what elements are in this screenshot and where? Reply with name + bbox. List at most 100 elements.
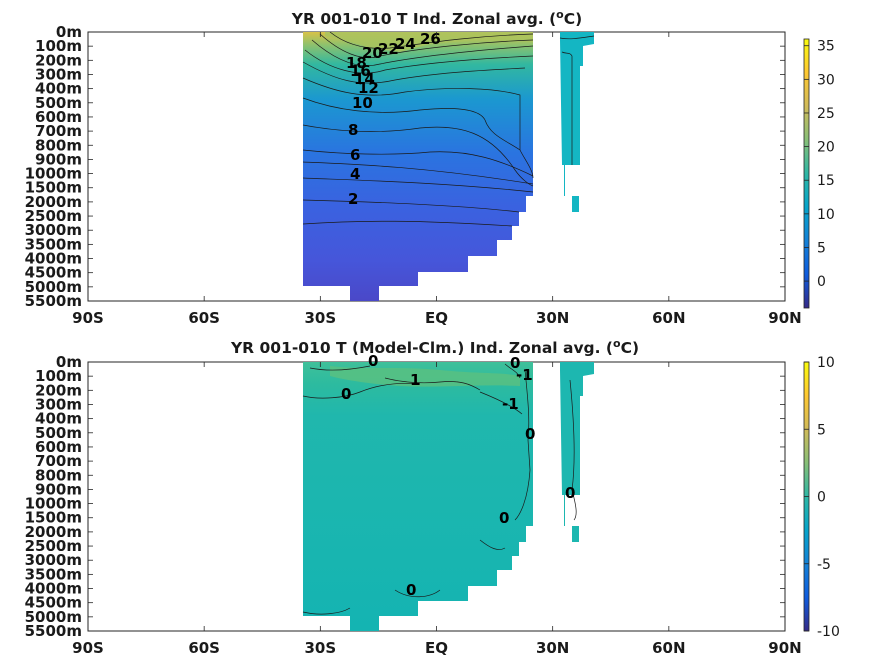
contour-lines-1 <box>302 31 595 227</box>
y-tick-label: 200m <box>35 381 82 399</box>
y-tick-label: 5000m <box>25 608 82 626</box>
contour-label: -1 <box>502 395 519 413</box>
colorbar-tick-label: 35 <box>817 39 835 55</box>
y-tick-label: 2500m <box>25 537 82 555</box>
y-tick-label: 700m <box>35 122 82 140</box>
x-tick-label: 30S <box>304 639 336 656</box>
y-tick-label: 400m <box>35 410 82 428</box>
colorbar-tick-label: 0 <box>817 490 826 506</box>
panel-temperature: YR 001-010 T Ind. Zonal avg. (oC) 2 <box>25 8 835 327</box>
contour-label: 0 <box>368 352 378 370</box>
colorbar-tick-label: 30 <box>817 72 835 88</box>
contour-label: 6 <box>350 146 360 164</box>
x-tick-label: 60S <box>188 639 220 656</box>
y-tick-label: 3500m <box>25 235 82 253</box>
y-tick-label: 800m <box>35 136 82 154</box>
chart-title-1-main: YR 001-010 T Ind. Zonal avg. ( <box>291 10 556 28</box>
y-tick-label: 5000m <box>25 278 82 296</box>
y-tick-label: 2000m <box>25 523 82 541</box>
y-tick-label: 3000m <box>25 221 82 239</box>
ocean-field-2-north <box>560 362 594 542</box>
y-tick-label: 400m <box>35 80 82 98</box>
contour-label: 0 <box>525 425 535 443</box>
y-tick-label: 600m <box>35 438 82 456</box>
contour-labels-2: 0 0 -1 1 -1 0 0 0 0 0 <box>341 352 575 599</box>
colorbar-tick-label: 20 <box>817 140 835 156</box>
chart-title-2-main: YR 001-010 T (Model-Clm.) Ind. Zonal avg… <box>230 339 613 357</box>
chart-title-2: YR 001-010 T (Model-Clm.) Ind. Zonal avg… <box>230 337 639 357</box>
x-tick-label: 90S <box>72 309 104 327</box>
contour-label: 16 <box>350 62 371 80</box>
y-tick-label: 0m <box>56 353 82 371</box>
contour-lines-2 <box>302 363 577 615</box>
y-tick-label: 2000m <box>25 193 82 211</box>
y-tick-label: 500m <box>35 424 82 442</box>
ocean-field-2 <box>303 362 533 631</box>
contour-label: 1 <box>410 371 420 389</box>
x-tick-label: 30S <box>304 309 336 327</box>
colorbar-tick-label: 5 <box>817 240 826 256</box>
ocean-field-1-north <box>560 32 594 212</box>
x-tick-label: 30N <box>536 309 569 327</box>
y-axis-1: 0m100m200m300m400m500m600m700m800m900m10… <box>25 23 785 310</box>
chart-title-1-end: C) <box>564 10 582 28</box>
colorbar-tick-label: -10 <box>817 624 840 640</box>
contour-label: 8 <box>348 121 358 139</box>
chart-title-2-end: C) <box>621 339 639 357</box>
colorbar-ticks-1: 35 30 25 20 15 10 5 0 <box>804 39 835 290</box>
y-tick-label: 0m <box>56 23 82 41</box>
y-tick-label: 4500m <box>25 264 82 282</box>
colorbar-tick-label: 15 <box>817 173 835 189</box>
colorbar-tick-label: 5 <box>817 422 826 438</box>
chart-title-1-sup: o <box>556 8 564 21</box>
contour-label: 0 <box>510 354 520 372</box>
y-tick-label: 1000m <box>25 495 82 513</box>
y-tick-label: 4500m <box>25 594 82 612</box>
x-tick-label: 90N <box>768 309 801 327</box>
colorbar-tick-label: 10 <box>817 355 835 371</box>
colorbar-ticks-2: 10 5 0 -5 -10 <box>804 355 840 640</box>
contour-labels-1: 26 24 22 20 18 16 14 12 10 8 6 4 2 <box>346 30 441 208</box>
colorbar-tick-label: -5 <box>817 557 831 573</box>
contour-label: 22 <box>378 40 399 58</box>
contour-label: 14 <box>354 70 375 88</box>
x-tick-label: 90N <box>768 639 801 656</box>
y-axis-2: 0m100m200m300m400m500m600m700m800m900m10… <box>25 353 785 640</box>
y-tick-label: 5500m <box>25 292 82 310</box>
y-tick-label: 100m <box>35 37 82 55</box>
x-tick-label: 60S <box>188 309 220 327</box>
chart-title-2-sup: o <box>613 337 621 350</box>
contour-label: 12 <box>358 79 379 97</box>
contour-label: 0 <box>341 385 351 403</box>
y-tick-label: 3500m <box>25 565 82 583</box>
contour-label: 0 <box>406 581 416 599</box>
y-tick-label: 200m <box>35 51 82 69</box>
x-tick-label: 60N <box>652 309 685 327</box>
colorbar-tick-label: 25 <box>817 106 835 122</box>
y-tick-label: 900m <box>35 150 82 168</box>
y-tick-label: 5500m <box>25 622 82 640</box>
x-axis-1: 90S 60S 30S EQ 30N 60N 90N <box>72 32 802 327</box>
y-tick-label: 300m <box>35 395 82 413</box>
ocean-field-2-warm <box>330 366 520 387</box>
contour-label: 20 <box>362 44 383 62</box>
y-tick-label: 2500m <box>25 207 82 225</box>
colorbar-1 <box>803 38 810 309</box>
contour-label: 0 <box>565 484 575 502</box>
contour-label: -1 <box>516 366 533 384</box>
contour-label: 4 <box>350 165 360 183</box>
contour-label: 26 <box>420 30 441 48</box>
colorbar-tick-label: 0 <box>817 274 826 290</box>
y-tick-label: 1500m <box>25 509 82 527</box>
y-tick-label: 4000m <box>25 580 82 598</box>
y-tick-label: 900m <box>35 480 82 498</box>
chart-title-1: YR 001-010 T Ind. Zonal avg. (oC) <box>291 8 582 28</box>
x-tick-label: 60N <box>652 639 685 656</box>
x-tick-label: EQ <box>425 639 448 656</box>
contour-label: 2 <box>348 190 358 208</box>
y-tick-label: 600m <box>35 108 82 126</box>
contour-label: 18 <box>346 54 367 72</box>
x-axis-2: 90S 60S 30S EQ 30N 60N 90N <box>72 362 802 656</box>
ocean-field-1 <box>303 32 533 301</box>
